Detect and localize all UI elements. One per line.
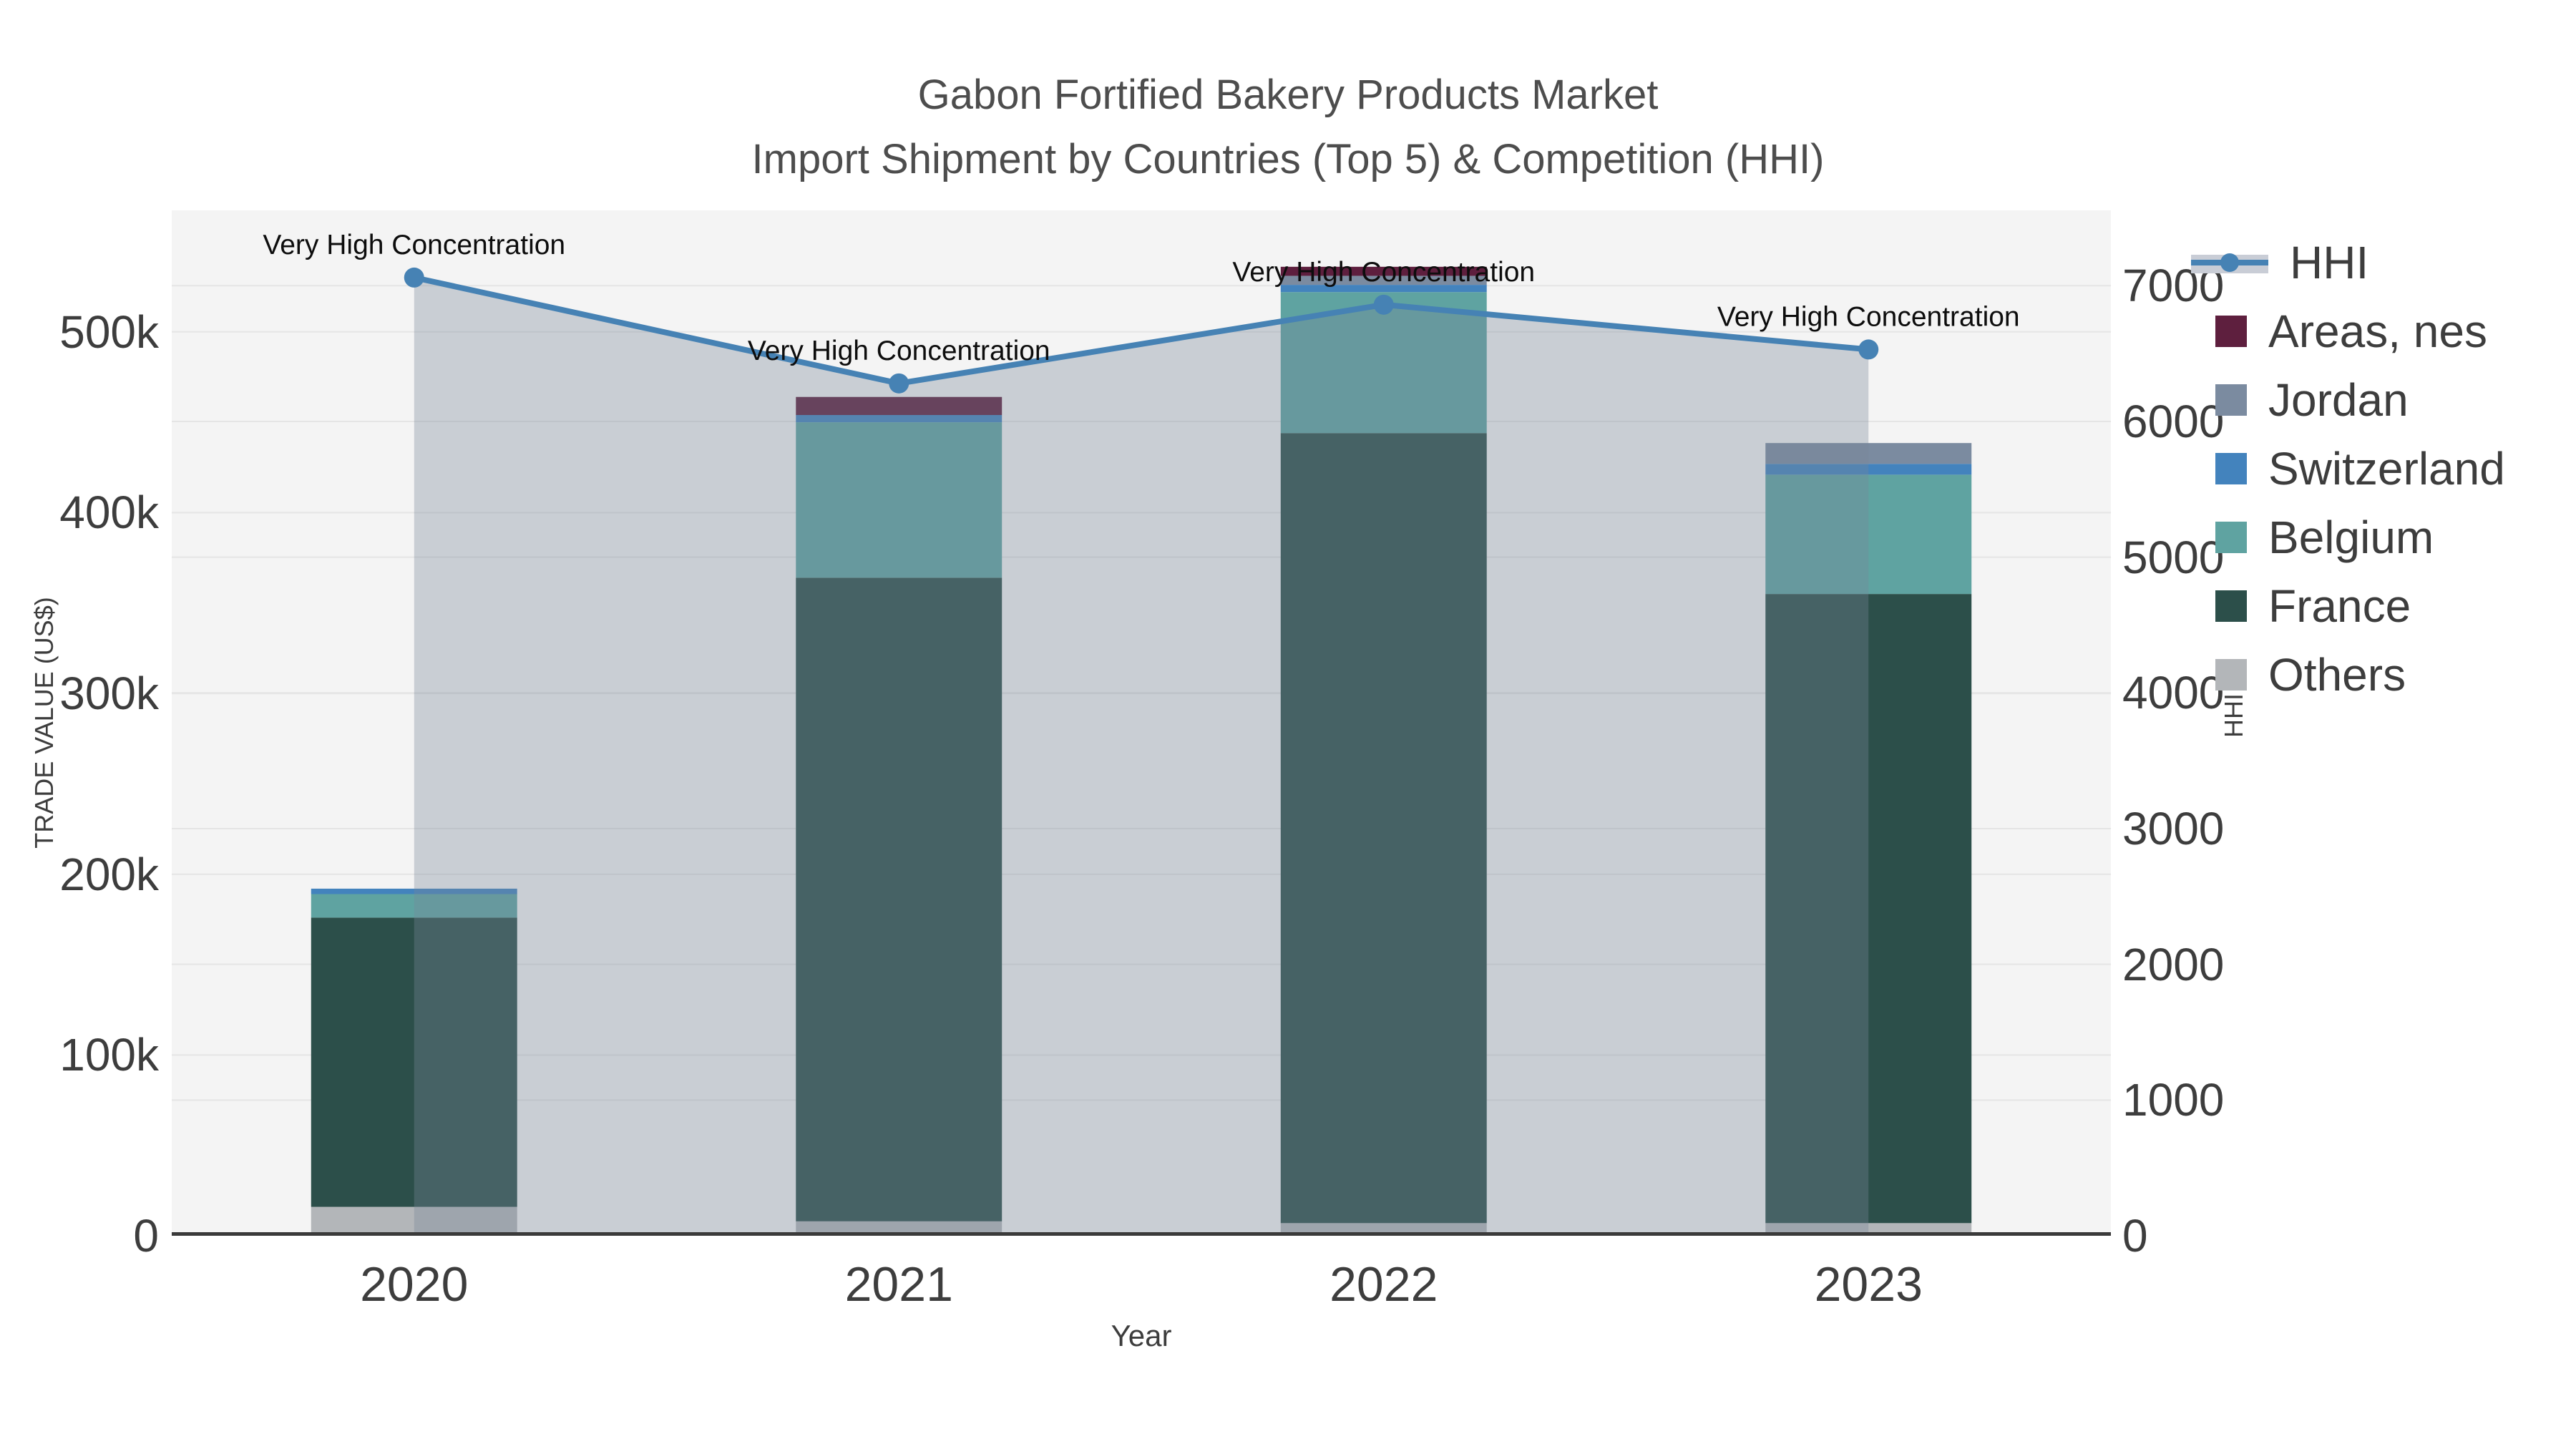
bar-segment-switzerland-2021[interactable] <box>796 414 1002 423</box>
bar-segment-belgium-2023[interactable] <box>1765 474 1972 595</box>
bar-segment-areas-nes-2022[interactable] <box>1280 266 1487 276</box>
legend-swatch-icon <box>2215 316 2247 347</box>
y-right-tick: 5000 <box>2122 531 2225 583</box>
bar-segment-france-2023[interactable] <box>1765 594 1972 1224</box>
y-left-tick: 400k <box>59 487 159 539</box>
legend-item-others[interactable]: Others <box>2191 640 2505 709</box>
x-axis-title: Year <box>1111 1319 1172 1352</box>
legend-label: HHI <box>2290 237 2369 288</box>
bar-segment-france-2021[interactable] <box>796 577 1002 1221</box>
legend-label: Areas, nes <box>2268 306 2487 357</box>
y-axis-left-title: TRADE VALUE (US$) <box>29 597 59 849</box>
bar-segment-switzerland-2020[interactable] <box>311 888 517 894</box>
annotation-2021: Very High Concentration <box>748 336 1050 366</box>
hhi-area-fill <box>414 277 1869 1236</box>
y-left-tick: 500k <box>59 306 159 358</box>
y-right-tick: 0 <box>2122 1210 2148 1262</box>
plot-canvas: Very High Concentration Very High Concent… <box>172 230 2111 1236</box>
chart-title-line2: Import Shipment by Countries (Top 5) & C… <box>751 136 1825 182</box>
legend-swatch-icon <box>2215 590 2247 622</box>
y-right-tick: 3000 <box>2122 802 2225 854</box>
hhi-point-2022[interactable] <box>1373 294 1394 315</box>
x-tick-2021: 2021 <box>844 1257 953 1312</box>
bar-segment-others-2020[interactable] <box>311 1206 517 1236</box>
legend-swatch-icon <box>2215 522 2247 553</box>
y-left-tick: 0 <box>133 1210 159 1262</box>
annotation-2020: Very High Concentration <box>263 230 565 260</box>
legend-swatch-icon <box>2215 453 2247 484</box>
hhi-line-sample-icon <box>2191 247 2268 278</box>
y-right-tick: 1000 <box>2122 1074 2225 1126</box>
y-left-tick: 100k <box>59 1029 159 1081</box>
annotation-2022: Very High Concentration <box>1232 257 1535 288</box>
bar-segment-belgium-2020[interactable] <box>311 894 517 918</box>
legend-label: Others <box>2268 649 2406 701</box>
legend-label: Belgium <box>2268 512 2434 563</box>
x-axis-line <box>172 1232 2111 1236</box>
legend-item-hhi[interactable]: HHI <box>2191 228 2505 297</box>
chart-title-line1: Gabon Fortified Bakery Products Market <box>917 72 1659 118</box>
bar-segment-areas-nes-2021[interactable] <box>796 396 1002 415</box>
annotation-2023: Very High Concentration <box>1717 301 2020 332</box>
hhi-line <box>413 274 1869 386</box>
bar-segment-belgium-2021[interactable] <box>796 422 1002 578</box>
hhi-point-2023[interactable] <box>1858 339 1879 360</box>
bar-segment-france-2022[interactable] <box>1280 433 1487 1224</box>
legend-swatch-icon <box>2215 659 2247 691</box>
legend: HHI Areas, nes Jordan Switzerland Belgium Fra… <box>2191 228 2505 709</box>
bar-segment-france-2020[interactable] <box>311 917 517 1207</box>
legend-label: France <box>2268 580 2411 632</box>
bar-segment-switzerland-2022[interactable] <box>1280 285 1487 293</box>
y-right-tick: 4000 <box>2122 667 2225 719</box>
x-tick-2023: 2023 <box>1814 1257 1923 1312</box>
legend-item-jordan[interactable]: Jordan <box>2191 366 2505 434</box>
hhi-point-2021[interactable] <box>889 373 909 394</box>
legend-item-areas-nes[interactable]: Areas, nes <box>2191 297 2505 366</box>
bar-segment-jordan-2022[interactable] <box>1280 275 1487 286</box>
bar-segment-switzerland-2023[interactable] <box>1765 464 1972 475</box>
legend-label: Switzerland <box>2268 443 2505 494</box>
y-left-tick: 300k <box>59 668 159 720</box>
y-right-tick: 2000 <box>2122 938 2225 990</box>
bar-segment-others-2021[interactable] <box>796 1221 1002 1236</box>
chart-title: Gabon Fortified Bakery Products Market I… <box>0 63 2576 192</box>
x-tick-2020: 2020 <box>360 1257 469 1312</box>
bar-segment-jordan-2023[interactable] <box>1765 443 1972 464</box>
x-tick-2022: 2022 <box>1330 1257 1438 1312</box>
plot-area: Very High Concentration Very High Concent… <box>172 210 2111 1236</box>
legend-item-belgium[interactable]: Belgium <box>2191 503 2505 572</box>
y-right-tick: 6000 <box>2122 395 2225 447</box>
legend-swatch-icon <box>2215 384 2247 416</box>
legend-label: Jordan <box>2268 374 2409 426</box>
y-left-tick: 200k <box>59 848 159 900</box>
hhi-point-2020[interactable] <box>404 267 424 288</box>
legend-item-switzerland[interactable]: Switzerland <box>2191 434 2505 503</box>
legend-item-france[interactable]: France <box>2191 572 2505 640</box>
